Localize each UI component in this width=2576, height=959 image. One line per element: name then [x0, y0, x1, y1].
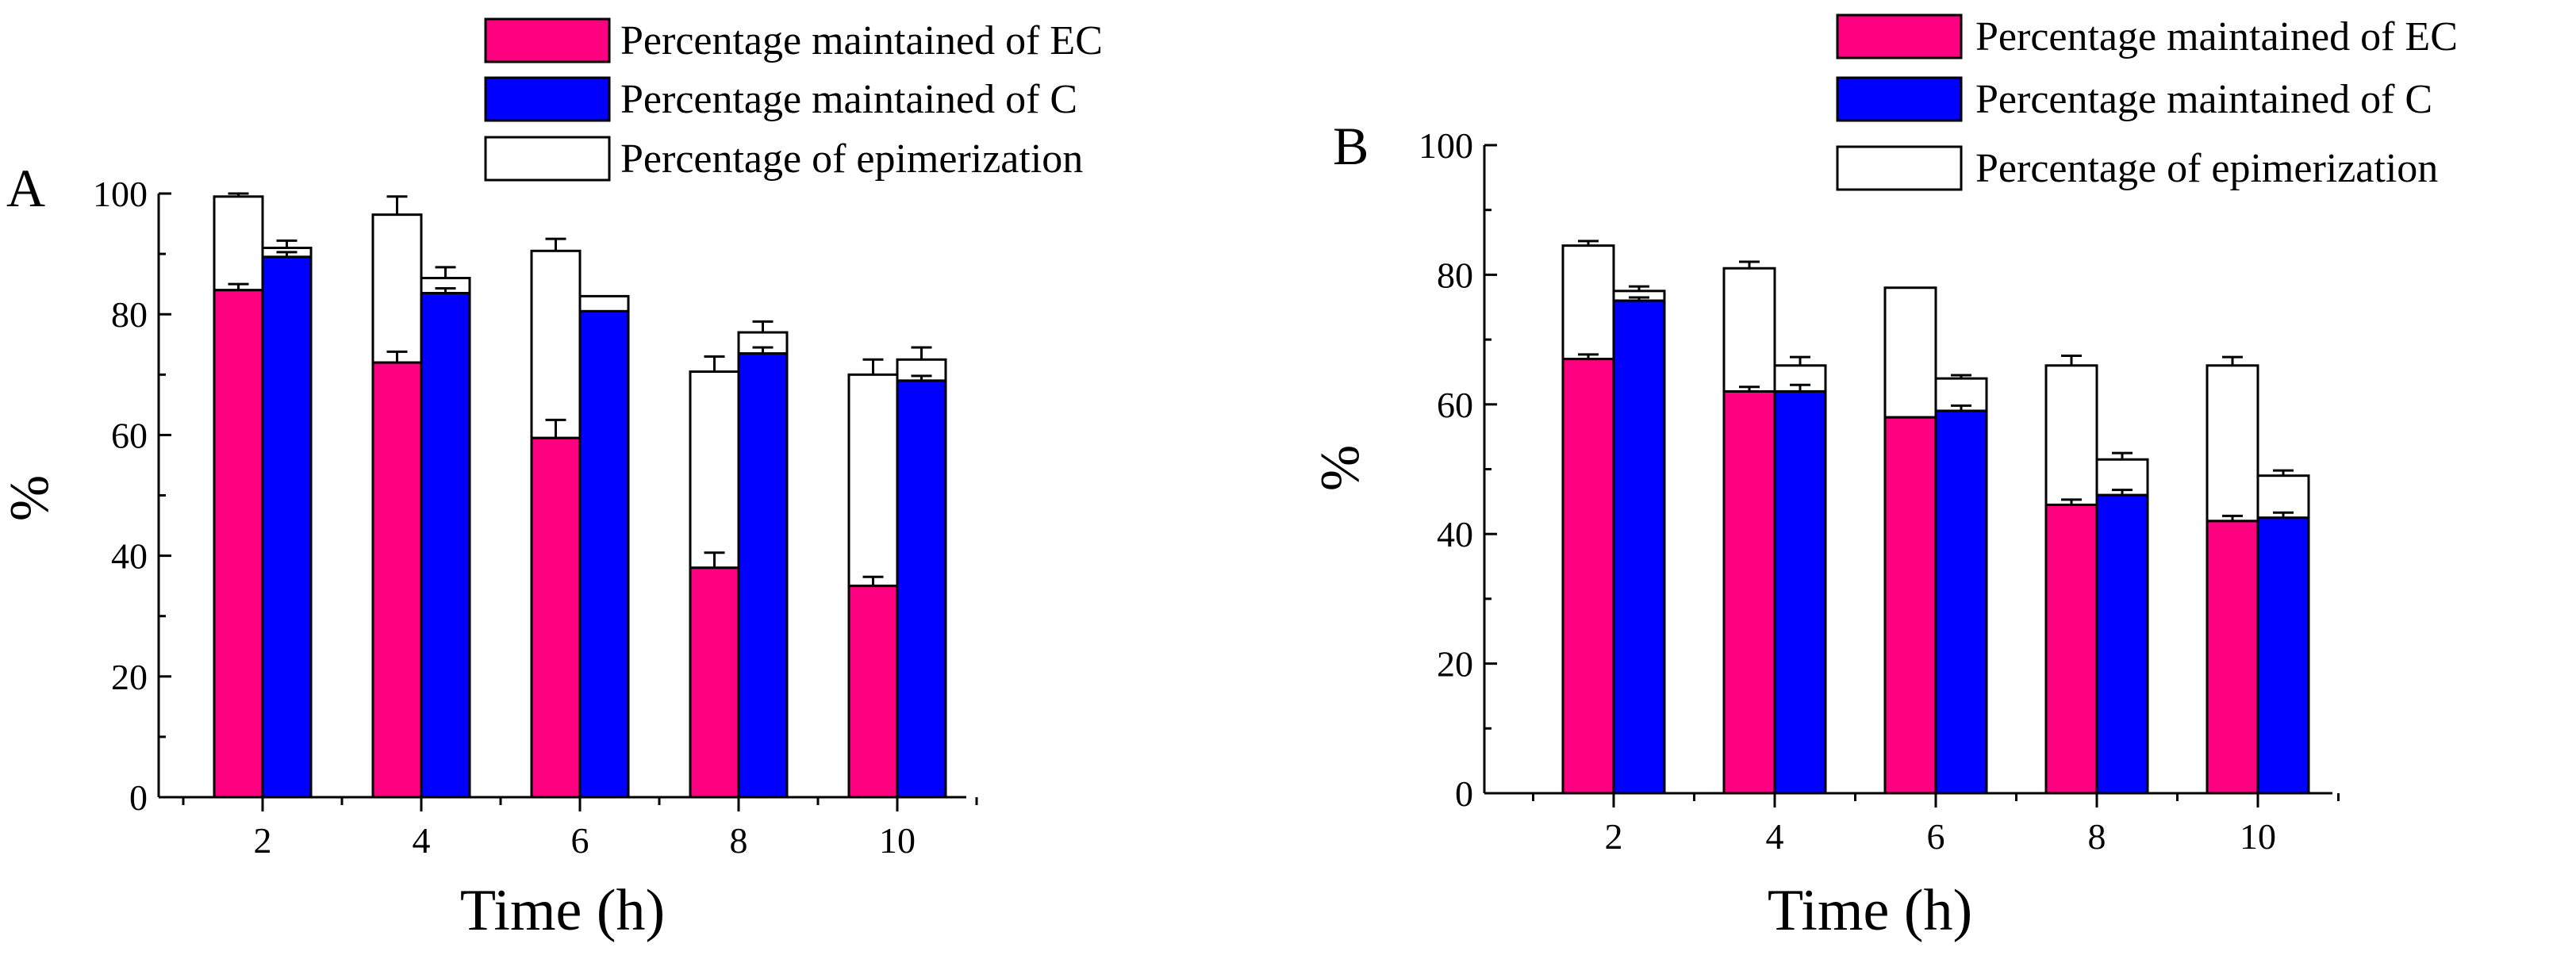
legend-swatch: [1836, 145, 1963, 191]
y-axis-title: %: [1310, 445, 1371, 491]
y-tick-label: 40: [1437, 514, 1473, 554]
legend-swatch: [484, 17, 611, 63]
bar-epimerization-ec: [1722, 267, 1776, 393]
panel-label: B: [1333, 116, 1369, 176]
y-tick-label: 80: [1437, 255, 1473, 295]
x-tick-label: 4: [1766, 816, 1784, 857]
legend-label: Percentage of epimerization: [1975, 146, 2438, 191]
bar-epimerization-ec: [371, 213, 423, 364]
y-tick-label: 20: [1437, 644, 1473, 685]
panel-label: A: [6, 158, 45, 218]
legend-label: Percentage maintained of C: [1975, 77, 2432, 122]
bar-maintained-ec: [689, 566, 740, 799]
bar-epimerization-ec: [847, 373, 899, 588]
legend-label: Percentage maintained of EC: [1975, 14, 2458, 59]
x-tick-label: 4: [413, 820, 431, 861]
y-axis-title: %: [0, 475, 60, 521]
bar-maintained-c: [896, 379, 947, 799]
legend-swatch: [484, 76, 611, 122]
legend-swatch: [1836, 13, 1963, 59]
y-tick-label: 100: [1419, 125, 1473, 166]
bar-maintained-c: [2095, 493, 2149, 795]
y-tick-label: 100: [93, 174, 148, 214]
y-tick-label: 80: [111, 294, 148, 335]
y-tick-label: 40: [111, 536, 148, 577]
chart-panel-a: 0 20 40 60 80 100 2 4 6 8 10 Time (h)% A Percentage m…: [0, 17, 1103, 943]
legend-label: Percentage maintained of C: [620, 77, 1077, 122]
bar-maintained-c: [1934, 409, 1988, 795]
bar-maintained-ec: [213, 289, 264, 799]
legend-label: Percentage of epimerization: [620, 136, 1083, 182]
bar-maintained-c: [737, 352, 789, 799]
x-tick-label: 2: [254, 820, 272, 861]
bar-maintained-ec: [847, 585, 899, 799]
legend-swatch: [1836, 76, 1963, 122]
chart-panel-b: 0 20 40 60 80 100 2 4 6 8 10 Time (h)% B Percentage m…: [1310, 13, 2458, 943]
y-tick-label: 60: [1437, 385, 1473, 425]
x-tick-label: 8: [730, 820, 748, 861]
bar-maintained-ec: [371, 361, 423, 799]
bar-maintained-ec: [1883, 416, 1937, 795]
bar-maintained-ec: [1722, 389, 1776, 795]
x-tick-label: 6: [1927, 816, 1945, 857]
bar-maintained-ec: [2206, 520, 2259, 795]
bar-maintained-ec: [1561, 358, 1615, 795]
x-axis-title: Time (h): [460, 878, 665, 943]
x-axis-title: Time (h): [1768, 878, 1972, 943]
bar-maintained-c: [578, 309, 630, 799]
bar-epimerization-ec: [2206, 364, 2259, 523]
bar-maintained-c: [420, 292, 471, 799]
y-tick-label: 20: [111, 657, 148, 697]
bar-epimerization-c: [1773, 364, 1827, 393]
bar-epimerization-ec: [689, 370, 740, 570]
bar-maintained-c: [1612, 299, 1666, 795]
bar-epimerization-c: [578, 294, 630, 313]
y-tick-label: 0: [1455, 773, 1473, 814]
bar-maintained-c: [261, 255, 313, 799]
x-tick-label: 10: [879, 820, 916, 861]
bar-epimerization-ec: [1561, 244, 1615, 361]
x-tick-label: 6: [571, 820, 589, 861]
bar-maintained-c: [1773, 389, 1827, 795]
y-tick-label: 60: [111, 415, 148, 455]
legend-label: Percentage maintained of EC: [620, 18, 1103, 63]
legend-swatch: [484, 136, 611, 182]
bar-maintained-ec: [2044, 503, 2098, 795]
bar-epimerization-ec: [213, 195, 264, 292]
bar-maintained-ec: [530, 436, 582, 799]
bar-maintained-c: [2256, 516, 2310, 795]
x-tick-label: 2: [1605, 816, 1623, 857]
bar-epimerization-ec: [530, 249, 582, 439]
x-tick-label: 10: [2240, 816, 2276, 857]
bar-epimerization-ec: [2044, 364, 2098, 506]
bar-epimerization-ec: [1883, 286, 1937, 419]
x-tick-label: 8: [2088, 816, 2106, 857]
y-tick-label: 0: [129, 777, 148, 818]
